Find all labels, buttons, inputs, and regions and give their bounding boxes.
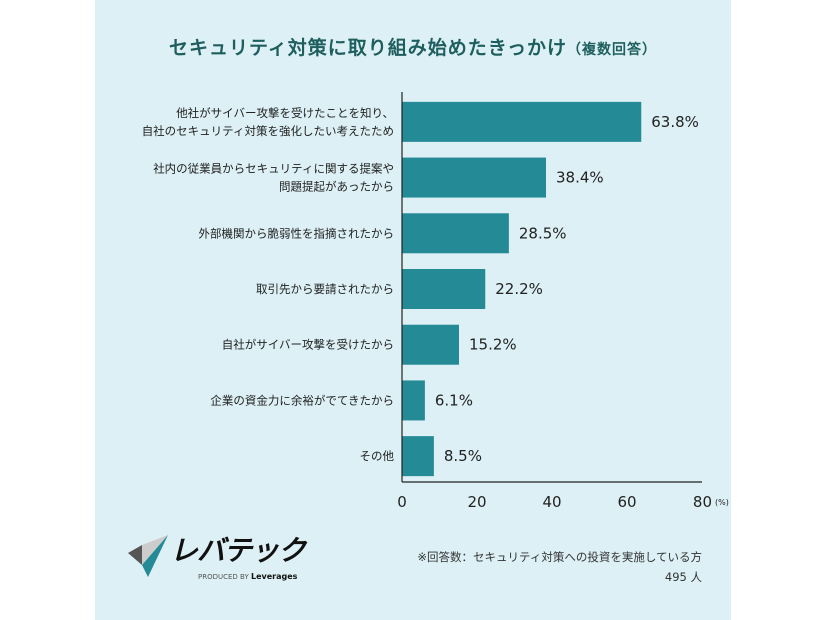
respondent-note: ※回答数：セキュリティ対策への投資を実施している方 495 人 (417, 547, 702, 587)
value-label: 6.1% (435, 391, 473, 409)
brand-logo-text: レバテック (170, 534, 306, 567)
chart-title: セキュリティ対策に取り組み始めたきっかけ（複数回答） (0, 36, 826, 62)
levtech-logo-icon (128, 535, 168, 577)
value-label: 38.4% (556, 169, 604, 187)
category-label: 社内の従業員からセキュリティに関する提案や (153, 162, 394, 176)
category-label: 企業の資金力に余裕がでてきたから (210, 393, 394, 407)
category-label: 外部機関から脆弱性を指摘されたから (199, 226, 395, 240)
bar (402, 157, 546, 198)
bar (402, 324, 459, 365)
bar (402, 213, 509, 254)
bar (402, 269, 486, 309)
category-label: その他 (360, 449, 395, 463)
x-tick-label: 20 (467, 493, 486, 511)
produced-by-text: PRODUCED BY (198, 573, 249, 581)
company-name: Leverages (250, 572, 298, 581)
x-tick-label: 80 (693, 493, 712, 511)
x-tick-label: 0 (397, 493, 407, 511)
bar (402, 436, 434, 477)
bar (402, 380, 425, 421)
category-label: 取引先から要請されたから (256, 282, 394, 296)
x-tick-label: 40 (542, 493, 561, 511)
category-label: 自社のセキュリティ対策を強化したい考えたため (142, 124, 394, 138)
unit-label: (%) (715, 498, 729, 507)
bar (402, 101, 642, 142)
category-label: 他社がサイバー攻撃を受けたことを知り、 (176, 106, 394, 120)
note-text: ※回答数：セキュリティ対策への投資を実施している方 (417, 550, 702, 564)
category-label: 問題提起があったから (279, 180, 394, 194)
x-tick-label: 60 (617, 493, 636, 511)
value-label: 8.5% (444, 447, 482, 465)
value-label: 15.2% (469, 336, 517, 354)
title-text: セキュリティ対策に取り組み始めたきっかけ (168, 37, 568, 59)
produced-by: PRODUCED BY Leverages (198, 572, 297, 582)
value-label: 22.2% (495, 280, 543, 298)
value-label: 28.5% (519, 224, 567, 242)
category-label: 自社がサイバー攻撃を受けたから (222, 338, 394, 352)
respondent-count: 495 人 (664, 570, 702, 584)
value-label: 63.8% (651, 113, 699, 131)
subtitle-text: （複数回答） (567, 42, 658, 58)
